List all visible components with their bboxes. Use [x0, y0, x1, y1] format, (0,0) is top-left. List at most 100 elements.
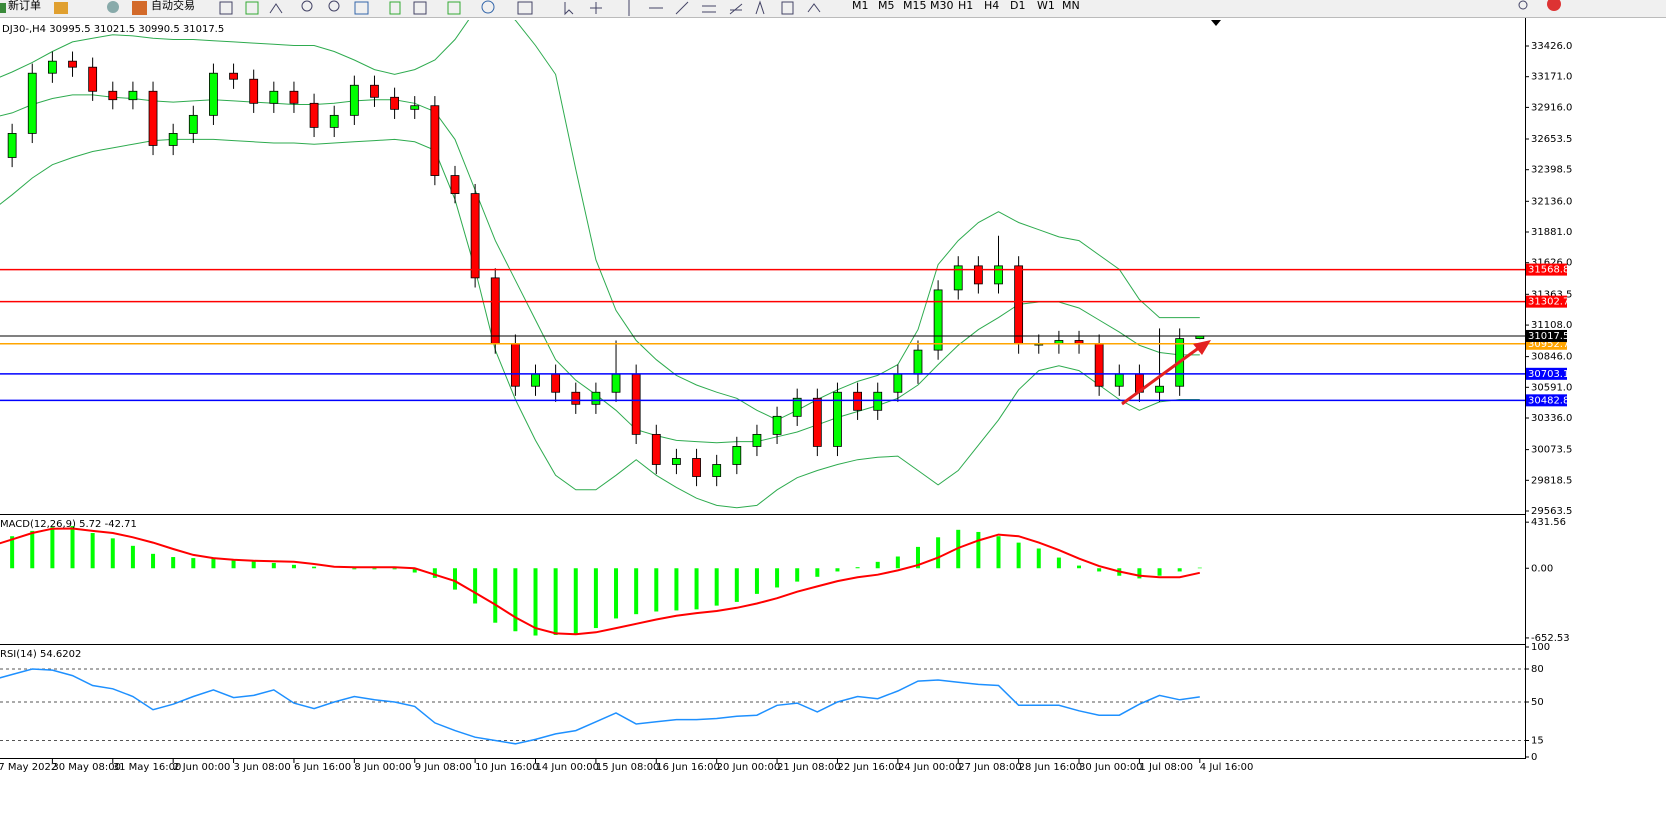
timeframe-button[interactable]: M15	[903, 0, 927, 12]
candle-body	[188, 114, 198, 134]
icon[interactable]	[354, 1, 369, 15]
macd-bar	[291, 564, 296, 569]
candle-body	[168, 133, 178, 146]
open: 30995.5	[49, 24, 90, 35]
icon[interactable]	[781, 1, 794, 15]
macd-bar	[412, 568, 417, 573]
notification-icon[interactable]	[1547, 0, 1561, 11]
toolbar: 新订单 自动交易	[0, 0, 1666, 18]
icon[interactable]	[269, 3, 283, 14]
y-tick-label: 29563.5	[1531, 506, 1572, 517]
candle-body	[732, 446, 742, 465]
y-tick-label: 32916.0	[1531, 102, 1572, 113]
y-tick-label: 31626.0	[1531, 258, 1572, 269]
macd-bar	[553, 568, 558, 635]
low: 30990.5	[138, 24, 179, 35]
macd-bar	[30, 530, 35, 569]
candle-body	[430, 105, 440, 176]
macd-bar	[915, 546, 920, 569]
icon[interactable]	[447, 1, 461, 15]
macd-bar	[694, 568, 699, 610]
price-tag: 30703.1	[1528, 369, 1569, 380]
macd-bar	[875, 561, 880, 569]
icon[interactable]	[328, 0, 340, 12]
macd-bar	[473, 568, 478, 604]
y-tick-label: 31108.0	[1531, 320, 1572, 331]
icon[interactable]	[675, 1, 689, 15]
toolbar-bg	[0, 0, 1666, 18]
x-tick-label: 24 Jun 00:00	[898, 762, 962, 773]
x-tick-label: 22 Jun 16:00	[837, 762, 901, 773]
macd-bar	[452, 568, 457, 590]
candle-body	[329, 114, 339, 128]
icon[interactable]	[54, 2, 68, 14]
macd-bar	[1157, 568, 1162, 576]
icon[interactable]	[219, 1, 233, 15]
icon[interactable]	[590, 2, 602, 14]
icon[interactable]	[729, 3, 743, 15]
icon[interactable]	[107, 1, 119, 13]
x-tick-label: 10 Jun 16:00	[475, 762, 539, 773]
icon	[132, 1, 147, 15]
y-tick-label: -652.53	[1531, 633, 1570, 644]
timeframe-button[interactable]: M30	[930, 0, 954, 12]
macd-bar	[1177, 568, 1182, 572]
timeframe-button[interactable]: H4	[984, 0, 999, 12]
macd-bar	[614, 568, 619, 619]
macd-bar	[1137, 568, 1142, 579]
price-tag: 31302.7	[1528, 297, 1569, 308]
button-label: 自动交易	[151, 0, 195, 12]
y-tick-label: 30336.0	[1531, 413, 1572, 424]
signal-line	[0, 527, 1201, 636]
timeframe-button[interactable]: MN	[1062, 0, 1080, 12]
trend-arrow	[1121, 340, 1211, 406]
x-tick-label: 30 May 08:00	[52, 762, 121, 773]
macd-bar	[171, 557, 176, 569]
candle-body	[551, 373, 561, 393]
candle-body	[772, 415, 782, 435]
candle-body	[209, 72, 218, 116]
icon[interactable]	[517, 1, 533, 15]
candle-body	[853, 391, 862, 411]
toolbar-icons	[219, 0, 1528, 16]
macd-bar	[815, 568, 820, 577]
search-icon[interactable]	[1518, 0, 1528, 10]
macd-bar	[1197, 567, 1202, 569]
candle-body	[812, 397, 822, 447]
y-tick-label: 32398.5	[1531, 165, 1572, 176]
x-tick-label: 16 Jun 16:00	[656, 762, 720, 773]
x-tick-label: 15 Jun 08:00	[596, 762, 660, 773]
macd-bar	[90, 533, 95, 569]
icon[interactable]	[755, 0, 765, 15]
timeframe-button[interactable]: M5	[878, 0, 895, 12]
timeframe-button[interactable]: W1	[1037, 0, 1055, 12]
macd-bar	[312, 566, 317, 569]
icon[interactable]	[301, 0, 313, 12]
x-tick-label: 4 Jul 16:00	[1200, 762, 1254, 773]
timeframe-button[interactable]: D1	[1010, 0, 1025, 12]
macd-bar	[573, 568, 578, 634]
auto-trading-button[interactable]: 自动交易	[132, 0, 195, 15]
macd-bar	[734, 568, 739, 602]
new-order-button[interactable]: 新订单	[0, 0, 41, 13]
candle-body	[712, 464, 722, 477]
timeframe-button[interactable]: M1	[852, 0, 869, 12]
icon[interactable]	[413, 1, 427, 15]
icon[interactable]	[702, 5, 716, 13]
icon[interactable]	[481, 0, 495, 14]
macd-bar	[1056, 557, 1061, 569]
icon[interactable]	[807, 3, 821, 13]
icon[interactable]	[564, 2, 574, 16]
button-label: 新订单	[8, 0, 41, 12]
macd-bar	[895, 556, 900, 569]
macd-bar	[674, 568, 679, 611]
timeframe-button[interactable]: H1	[958, 0, 973, 12]
axes: 33426.0 33171.0 32916.0 32653.5 32398.5 32136…	[0, 18, 1572, 773]
macd-bar	[493, 568, 498, 623]
candle-body	[571, 391, 581, 405]
icon[interactable]	[389, 1, 401, 15]
arrow-head	[1193, 340, 1211, 355]
icon[interactable]	[245, 1, 259, 15]
macd-bar	[795, 568, 800, 582]
